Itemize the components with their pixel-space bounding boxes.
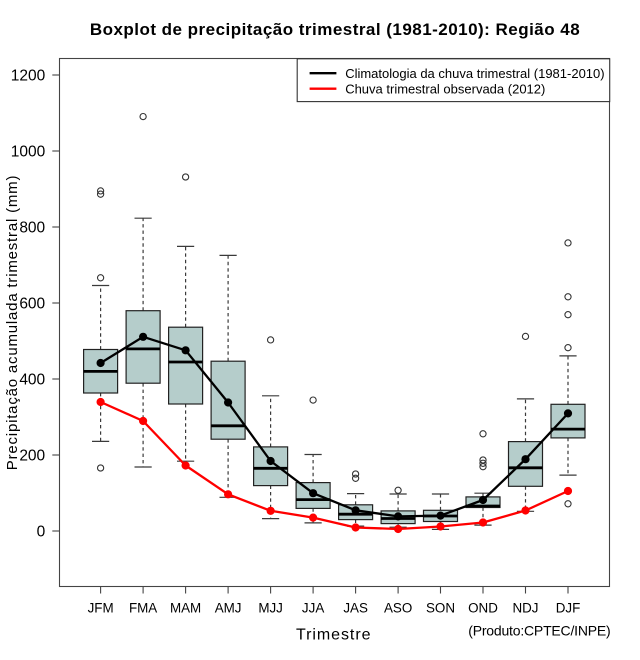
svg-text:DJF: DJF xyxy=(556,600,581,615)
svg-text:600: 600 xyxy=(19,296,45,313)
svg-text:Climatologia da chuva trimestr: Climatologia da chuva trimestral (1981-2… xyxy=(345,66,604,81)
svg-text:Chuva trimestral observada (20: Chuva trimestral observada (2012) xyxy=(345,81,545,96)
svg-text:Boxplot de precipitação trimes: Boxplot de precipitação trimestral (1981… xyxy=(90,20,580,39)
svg-text:MAM: MAM xyxy=(170,600,201,615)
svg-text:AMJ: AMJ xyxy=(215,600,242,615)
svg-text:FMA: FMA xyxy=(129,600,157,615)
svg-text:JFM: JFM xyxy=(88,600,114,615)
svg-text:200: 200 xyxy=(19,448,45,465)
svg-text:JAS: JAS xyxy=(343,600,368,615)
svg-text:1000: 1000 xyxy=(11,144,46,161)
svg-text:(Produto:CPTEC/INPE): (Produto:CPTEC/INPE) xyxy=(468,622,610,638)
svg-text:MJJ: MJJ xyxy=(258,600,283,615)
svg-text:SON: SON xyxy=(426,600,455,615)
svg-text:NDJ: NDJ xyxy=(512,600,538,615)
svg-text:1200: 1200 xyxy=(11,68,46,85)
svg-text:Trimestre: Trimestre xyxy=(296,627,372,644)
svg-text:ASO: ASO xyxy=(384,600,412,615)
svg-text:JJA: JJA xyxy=(302,600,324,615)
svg-text:OND: OND xyxy=(468,600,498,615)
svg-text:Precipitação acumulada trimest: Precipitação acumulada trimestral (mm) xyxy=(4,175,21,470)
svg-text:400: 400 xyxy=(19,372,45,389)
svg-text:800: 800 xyxy=(19,220,45,237)
svg-text:0: 0 xyxy=(37,524,46,541)
